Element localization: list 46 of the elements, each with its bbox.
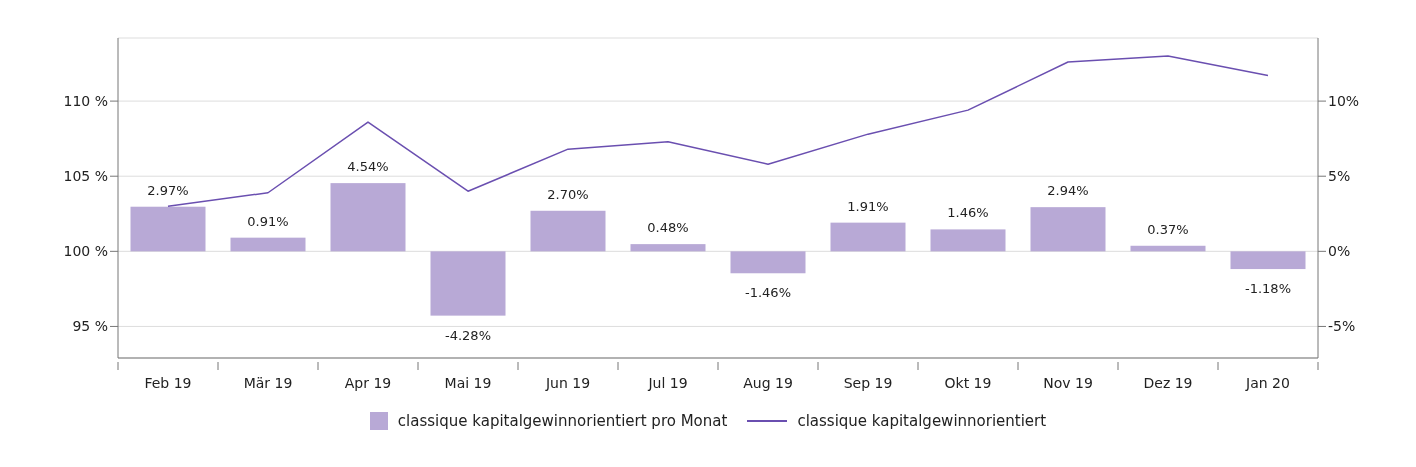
y-tick-label: 105 %	[63, 168, 108, 185]
bar	[1230, 251, 1306, 270]
x-tick-label: Mär 19	[243, 375, 293, 391]
x-tick-label: Okt 19	[944, 375, 992, 391]
x-tick-label: Sep 19	[843, 375, 893, 391]
y-tick-label: 110 %	[63, 93, 108, 110]
y2-tick-label: 0%	[1328, 243, 1351, 260]
x-tick-label: Feb 19	[144, 375, 192, 391]
y2-tick-label: 10%	[1328, 93, 1360, 110]
legend-label: classique kapitalgewinnorientiert pro Monat	[396, 412, 728, 430]
data-label: -1.18%	[1245, 281, 1291, 297]
data-label: 4.54%	[347, 159, 389, 175]
x-tick-label: Jan 20	[1245, 375, 1290, 391]
x-tick-label: Jun 19	[544, 375, 591, 391]
x-tick-label: Apr 19	[344, 375, 392, 391]
bar	[230, 237, 306, 252]
data-label: 0.37%	[1147, 221, 1189, 237]
data-label: -4.28%	[445, 327, 491, 343]
bar	[530, 210, 606, 252]
bar	[730, 251, 806, 274]
y-tick-label: 100 %	[63, 243, 108, 260]
x-tick-label: Aug 19	[743, 375, 793, 391]
bar	[1030, 207, 1106, 252]
bar	[930, 229, 1006, 252]
y2-tick-label: 5%	[1328, 168, 1351, 185]
bar	[1130, 245, 1206, 252]
x-tick-label: Dez 19	[1143, 375, 1193, 391]
data-label: 1.46%	[947, 205, 989, 221]
x-tick-label: Jul 19	[647, 375, 688, 391]
bar	[430, 251, 506, 316]
x-tick-label: Nov 19	[1043, 375, 1093, 391]
data-label: 2.94%	[1047, 183, 1089, 199]
data-label: 0.91%	[247, 213, 289, 229]
data-label: 1.91%	[847, 198, 889, 214]
legend-label: classique kapitalgewinnorientiert	[796, 412, 1047, 430]
data-label: -1.46%	[745, 285, 791, 301]
data-label: 2.97%	[147, 182, 189, 198]
x-tick-label: Mai 19	[444, 375, 492, 391]
data-label: 0.48%	[647, 220, 689, 236]
y2-tick-label: -5%	[1328, 318, 1356, 335]
bar	[130, 206, 206, 252]
y-tick-label: 95 %	[72, 318, 108, 335]
bar	[330, 183, 406, 252]
bar	[830, 222, 906, 252]
data-label: 2.70%	[547, 186, 589, 202]
bar	[630, 244, 706, 252]
